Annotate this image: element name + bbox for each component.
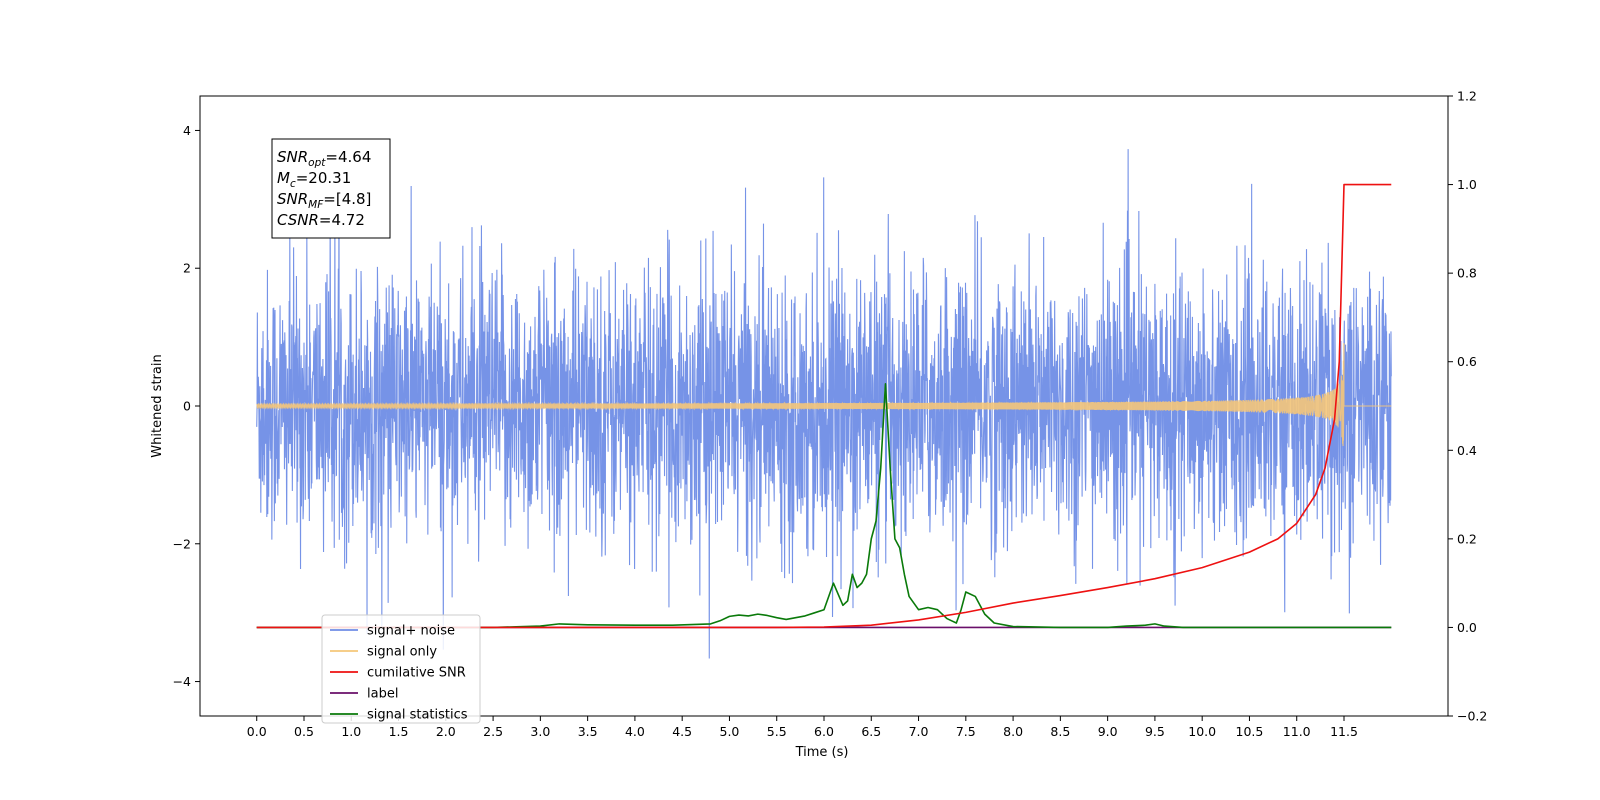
x-tick-label: 6.0: [814, 724, 834, 739]
y-tick-label: 0: [183, 399, 191, 414]
legend-entry: label: [367, 687, 398, 702]
x-tick-label: 1.0: [341, 724, 361, 739]
x-tick-label: 8.5: [1050, 724, 1070, 739]
legend-entry: signal statistics: [367, 708, 468, 723]
x-tick-label: 5.0: [720, 724, 740, 739]
series-cumulative-snr: [256, 183, 1392, 629]
y-axis-left: 4 2 0 −2 −4: [173, 123, 200, 689]
series-signal-statistics: [256, 383, 1392, 629]
y-tick-label: 2: [183, 261, 191, 276]
x-tick-label: 0.0: [247, 724, 267, 739]
x-tick-label: 6.5: [861, 724, 881, 739]
x-tick-label: 10.0: [1188, 724, 1216, 739]
x-tick-label: 1.5: [389, 724, 409, 739]
annotation-line: SNRMF=[4.8]: [277, 190, 371, 211]
y-axis-label: Whitened strain: [150, 354, 165, 457]
y2-tick-label: 0.0: [1457, 620, 1477, 635]
legend: signal+ noise signal only cumilative SNR la…: [321, 614, 481, 724]
annotation-line: Mc=20.31: [277, 169, 351, 190]
x-axis-label: Time (s): [795, 745, 849, 760]
y-tick-label: 4: [183, 123, 191, 138]
legend-entry: signal+ noise: [367, 624, 455, 639]
x-tick-label: 0.5: [294, 724, 314, 739]
series-layer: [256, 149, 1392, 659]
x-tick-label: 4.5: [672, 724, 692, 739]
y-axis-right: 1.2 1.0 0.8 0.6 0.4 0.2 0.0 −0.2: [1448, 89, 1487, 724]
x-tick-label: 10.5: [1236, 724, 1264, 739]
x-tick-label: 4.0: [625, 724, 645, 739]
legend-entry: signal only: [367, 645, 437, 660]
x-tick-label: 2.5: [483, 724, 503, 739]
y2-tick-label: 0.2: [1457, 531, 1477, 546]
y2-tick-label: −0.2: [1457, 709, 1487, 724]
x-axis: 0.0 0.5 1.0 1.5 2.0 2.5 3.0 3.5 4.0 4.5 5.0 5.5 6.0 6…: [247, 716, 1358, 739]
y2-tick-label: 0.6: [1457, 354, 1477, 369]
x-tick-label: 9.0: [1098, 724, 1118, 739]
x-tick-label: 2.0: [436, 724, 456, 739]
annotation-line: CSNR=4.72: [277, 211, 365, 229]
y-tick-label: −2: [173, 536, 191, 551]
annotation-line: SNRopt=4.64: [277, 148, 371, 169]
series-signal-only: [256, 343, 1392, 446]
y2-tick-label: 1.0: [1457, 177, 1477, 192]
y-tick-label: −4: [173, 674, 191, 689]
x-tick-label: 3.0: [530, 724, 550, 739]
y2-tick-label: 1.2: [1457, 89, 1477, 104]
y2-tick-label: 0.8: [1457, 266, 1477, 281]
x-tick-label: 7.0: [909, 724, 929, 739]
x-tick-label: 7.5: [956, 724, 976, 739]
x-tick-label: 8.0: [1003, 724, 1023, 739]
x-tick-label: 11.5: [1330, 724, 1358, 739]
legend-entry: cumilative SNR: [367, 666, 466, 681]
y2-tick-label: 0.4: [1457, 443, 1477, 458]
x-tick-label: 9.5: [1145, 724, 1165, 739]
x-tick-label: 5.5: [767, 724, 787, 739]
x-tick-label: 3.5: [578, 724, 598, 739]
x-tick-label: 11.0: [1283, 724, 1311, 739]
